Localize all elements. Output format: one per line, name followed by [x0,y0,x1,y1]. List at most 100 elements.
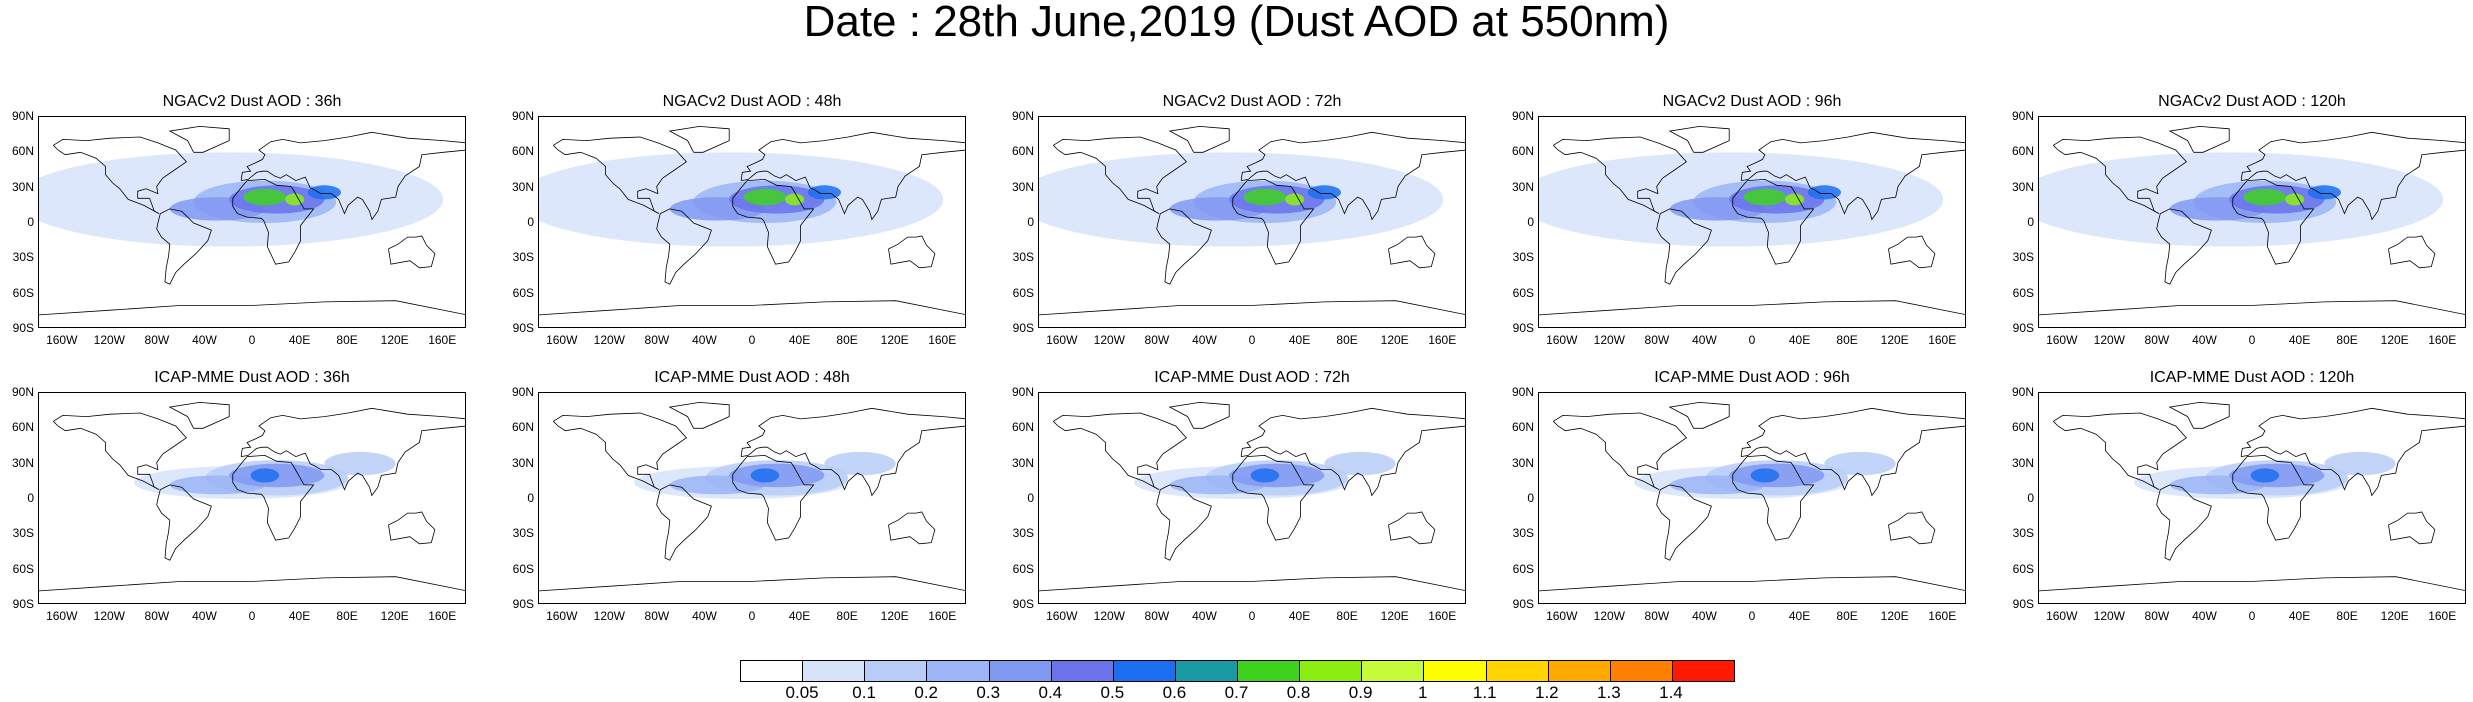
figure-title: Date : 28th June,2019 (Dust AOD at 550nm… [803,0,1670,46]
lat-tick-label: 30S [2012,250,2034,265]
lon-tick-label: 0 [1248,333,1256,347]
coastline [1656,208,1712,285]
dust-aod-area [1750,468,1780,483]
lon-tick-label: 120E [380,333,409,347]
lon-tick-label: 160E [928,333,957,347]
lat-tick-label: 60N [11,144,34,159]
colorbar-swatch [1175,661,1238,681]
lat-tick-label: 90N [1511,109,1534,123]
lon-tick-label: 120W [593,333,625,347]
lat-tick-label: 90N [1011,109,1034,123]
coastline [1039,300,1465,316]
dust-aod-area [1807,185,1841,200]
dust-aod-area [1243,188,1287,206]
map-panel: NGACv2 Dust AOD : 36h 90N 60N 30N 0 30S 60S 90S… [0,94,470,347]
coastline [1168,125,1230,153]
lat-tick-label: 30S [1012,250,1034,265]
coastline [1668,401,1730,429]
colorbar-label: 1.4 [1659,683,1683,702]
lon-tick-label: 40E [788,333,811,347]
lon-tick-label: 120W [1093,609,1125,623]
dust-aod-area [285,193,305,206]
lon-tick-label: 40E [288,333,311,347]
lat-tick-label: 30N [1511,179,1534,194]
lon-tick-label: 80E [2336,609,2358,623]
lat-tick-label: 30S [2012,526,2034,541]
map-canvas [539,125,965,316]
colorbar-swatch [1238,661,1301,681]
coastline [53,412,188,490]
panel-title: ICAP-MME Dust AOD : 72h [1154,369,1350,386]
lon-tick-label: 160E [428,333,457,347]
colorbar-label: 0.5 [1100,683,1125,702]
colorbar-swatch [989,661,1052,681]
map-panel: NGACv2 Dust AOD : 72h 90N 60N 30N 0 30S 60S 90S… [1000,93,1470,347]
lat-tick-label: 90N [11,109,34,123]
map-canvas [1539,401,1965,592]
lat-tick-label: 30S [512,526,534,541]
coastline [156,484,212,561]
coastline [539,576,965,592]
lon-tick-label: 120E [1880,333,1909,347]
dust-aod-area [324,451,396,476]
coastline [1240,407,1465,497]
lat-tick-label: 30S [12,250,34,265]
lat-tick-label: 90N [511,385,534,399]
colorbar-swatch [865,661,928,681]
lon-tick-label: 120W [2093,609,2125,623]
lon-tick-label: 160W [546,609,578,623]
lon-tick-label: 40E [1788,333,1811,347]
lon-tick-label: 40E [2288,609,2311,623]
lon-tick-label: 40E [1288,333,1311,347]
lat-tick-label: 60S [1512,561,1534,576]
lon-tick-label: 160E [2428,609,2457,623]
lon-tick-label: 40E [1788,609,1811,623]
coastline [2156,484,2212,561]
lat-tick-label: 0 [27,215,34,229]
lat-tick-label: 60S [512,285,534,300]
lat-tick-label: 60N [511,144,534,159]
lat-tick-label: 90S [512,321,534,335]
world-map [2038,116,2466,328]
lat-tick-label: 90N [511,109,534,123]
coastline [1539,576,1965,592]
coastline [1888,511,1936,545]
colorbar-swatch [1548,661,1611,681]
lon-tick-label: 0 [1748,333,1756,347]
coastline [1888,235,1936,269]
colorbar-label: 1 [1417,683,1428,702]
coastline [388,235,436,269]
coastline [1053,136,1188,214]
lon-tick-label: 80W [2144,609,2170,623]
panel-title: NGACv2 Dust AOD : 72h [1162,93,1342,110]
lon-tick-label: 40E [1288,609,1311,623]
lon-tick-label: 40W [192,609,217,623]
coastline [53,136,188,214]
lon-tick-label: 40W [1692,333,1717,347]
lon-tick-label: 80W [2144,333,2170,347]
coastline [1553,412,1688,490]
dust-aod-area [807,185,841,200]
colorbar-label: 0.3 [976,683,1001,702]
lon-tick-label: 160W [1046,333,1078,347]
lon-tick-label: 120W [1093,333,1125,347]
lon-tick-label: 0 [1748,609,1756,623]
world-map [38,116,466,328]
panel-title: NGACv2 Dust AOD : 96h [1662,93,1842,110]
colorbar-swatch [741,661,804,681]
colorbar-swatch [1486,661,1549,681]
lat-tick-label: 90N [2011,109,2034,123]
colorbar-label: 0.1 [852,683,876,702]
lat-tick-label: 90N [11,385,34,399]
lat-tick-label: 0 [527,491,534,505]
coastline [240,407,465,497]
coastline [553,412,688,490]
lon-tick-label: 0 [748,333,756,347]
lon-tick-label: 80W [144,333,170,347]
lat-tick-label: 0 [1527,491,1534,505]
lon-tick-label: 160W [1546,333,1578,347]
lon-tick-label: 120E [2380,609,2409,623]
panel-title: ICAP-MME Dust AOD : 96h [1654,369,1850,386]
lon-tick-label: 40W [1692,609,1717,623]
panel-title: ICAP-MME Dust AOD : 36h [154,369,350,386]
